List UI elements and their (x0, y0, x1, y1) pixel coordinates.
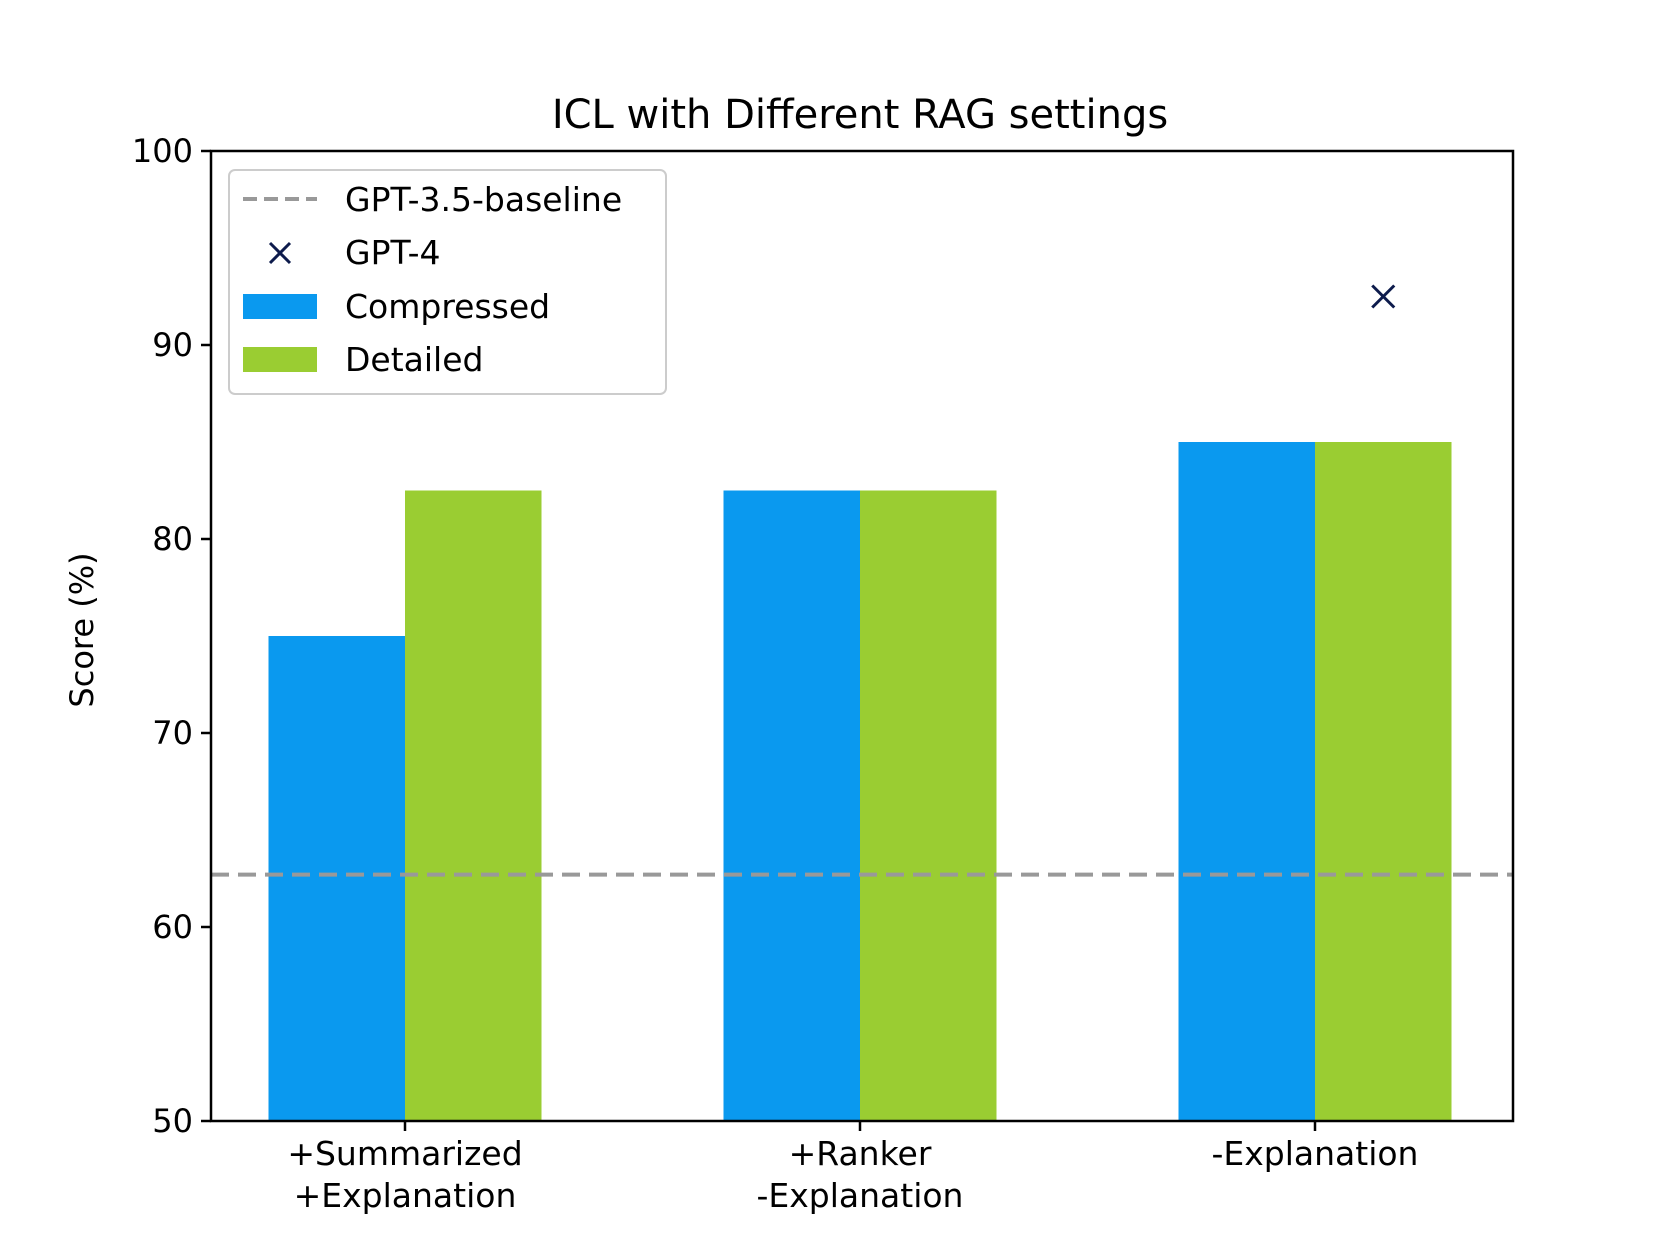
bars-layer (268, 442, 1452, 1121)
x-tick-label-1-0: +Ranker (789, 1134, 932, 1173)
bar-detailed-0 (405, 490, 542, 1121)
legend-box (228, 169, 667, 395)
legend-swatch-compressed (243, 294, 317, 319)
bar-detailed-1 (860, 490, 997, 1121)
x-tick-label-0-0: +Summarized (287, 1134, 522, 1173)
bar-compressed-0 (268, 636, 405, 1121)
chart-title: ICL with Different RAG settings (552, 92, 1168, 138)
y-tick-label-50: 50 (152, 1102, 193, 1140)
y-tick-label-70: 70 (152, 714, 193, 752)
legend-swatch-detailed (243, 347, 317, 372)
bar-compressed-2 (1178, 442, 1315, 1121)
plot-frame (209, 149, 1515, 1123)
legend-label-compressed: Compressed (345, 287, 550, 326)
legend-label-baseline: GPT-3.5-baseline (345, 180, 622, 219)
legend-label-detailed: Detailed (345, 340, 483, 379)
bar-detailed-2 (1315, 442, 1452, 1121)
y-tick-label-80: 80 (152, 520, 193, 558)
y-axis: 50 60 70 80 90 100 (132, 132, 211, 1140)
legend-label-gpt4: GPT-4 (345, 233, 441, 272)
y-tick-label-90: 90 (152, 326, 193, 364)
x-tick-label-1-1: -Explanation (757, 1176, 964, 1215)
legend: GPT-3.5-baseline GPT-4 Compressed Detail… (228, 169, 667, 395)
marker-gpt4-point-0 (1371, 284, 1396, 309)
markers-layer (1371, 284, 1396, 309)
legend-swatch-gpt4 (268, 241, 292, 265)
x-tick-label-0-1: +Explanation (294, 1176, 517, 1215)
y-axis-label: Score (%) (63, 552, 101, 707)
x-tick-label-2-0: -Explanation (1212, 1134, 1419, 1173)
bar-compressed-1 (723, 490, 860, 1121)
y-tick-label-100: 100 (132, 132, 193, 170)
x-axis: +Summarized+Explanation+Ranker-Explanati… (287, 1121, 1418, 1215)
y-tick-label-60: 60 (152, 908, 193, 946)
